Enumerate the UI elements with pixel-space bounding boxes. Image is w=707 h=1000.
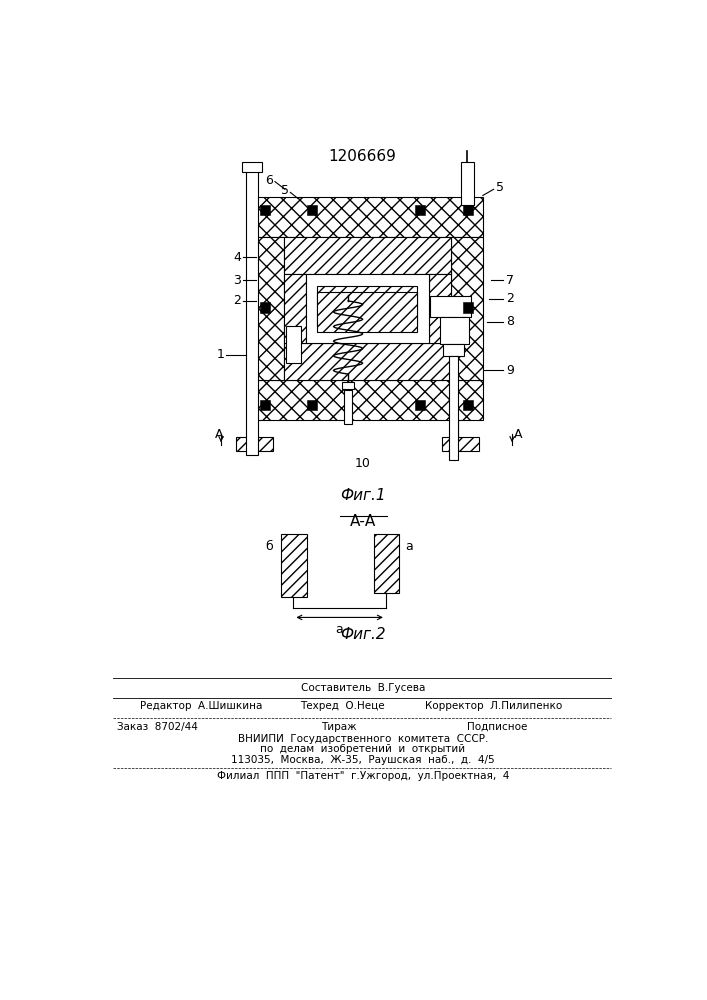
Bar <box>317 286 417 326</box>
Text: ВНИИПИ  Государственного  комитета  СССР.: ВНИИПИ Государственного комитета СССР. <box>238 734 488 744</box>
Text: Заказ  8702/44: Заказ 8702/44 <box>117 722 198 732</box>
Text: Тираж: Тираж <box>321 722 357 732</box>
Text: А: А <box>215 428 223 441</box>
Text: 113035,  Москва,  Ж-35,  Раушская  наб.,  д.  4/5: 113035, Москва, Ж-35, Раушская наб., д. … <box>231 755 494 765</box>
Bar <box>308 400 317 410</box>
Bar <box>342 382 354 389</box>
Text: 2: 2 <box>233 294 241 307</box>
Bar <box>259 302 269 312</box>
Bar <box>284 274 305 343</box>
Text: а: а <box>405 540 413 553</box>
Bar <box>415 205 425 215</box>
Text: Составитель  В.Гусева: Составитель В.Гусева <box>300 683 425 693</box>
Text: а: а <box>336 623 344 636</box>
Bar <box>442 437 479 451</box>
Bar <box>284 343 450 380</box>
Bar <box>246 170 258 455</box>
Text: 1: 1 <box>217 348 225 361</box>
Bar <box>259 400 269 410</box>
Bar <box>252 197 483 237</box>
Text: по  делам  изобретений  и  открытий: по делам изобретений и открытий <box>260 744 465 754</box>
Bar <box>449 356 458 460</box>
Bar <box>281 534 307 597</box>
Text: 1206669: 1206669 <box>329 149 397 164</box>
Text: 5: 5 <box>281 184 289 197</box>
Bar <box>463 205 473 215</box>
Text: Подписное: Подписное <box>467 722 528 732</box>
Bar <box>429 274 450 343</box>
Text: 2: 2 <box>506 292 514 305</box>
Text: 7: 7 <box>506 274 514 287</box>
Text: Филиал  ППП  "Патент"  г.Ужгород,  ул.Проектная,  4: Филиал ППП "Патент" г.Ужгород, ул.Проект… <box>216 771 509 781</box>
Text: 6: 6 <box>266 174 274 187</box>
Bar <box>373 534 399 593</box>
Text: Редактор  А.Шишкина: Редактор А.Шишкина <box>140 701 262 711</box>
Bar <box>305 274 429 343</box>
Bar <box>317 292 417 332</box>
Text: А: А <box>514 428 522 441</box>
Text: 5: 5 <box>496 181 504 194</box>
Text: Фиг.1: Фиг.1 <box>340 488 385 503</box>
Bar <box>242 162 262 172</box>
Text: 8: 8 <box>506 315 514 328</box>
Bar <box>286 326 301 363</box>
Bar <box>440 317 469 344</box>
Text: б: б <box>266 540 274 553</box>
Bar <box>431 296 471 317</box>
Bar <box>252 380 483 420</box>
Bar <box>463 302 473 312</box>
Bar <box>443 344 464 356</box>
Bar <box>259 205 269 215</box>
Text: Техред  О.Неце: Техред О.Неце <box>300 701 384 711</box>
Text: Фиг.2: Фиг.2 <box>340 627 385 642</box>
Bar <box>284 237 450 274</box>
Bar <box>236 437 274 451</box>
Text: 4: 4 <box>233 251 241 264</box>
Bar <box>308 205 317 215</box>
Text: Корректор  Л.Пилипенко: Корректор Л.Пилипенко <box>425 701 562 711</box>
Bar <box>415 400 425 410</box>
Text: 9: 9 <box>506 364 514 377</box>
Bar <box>252 237 284 380</box>
Bar <box>463 400 473 410</box>
Bar <box>344 389 352 424</box>
Text: А-А: А-А <box>349 514 376 529</box>
Text: 3: 3 <box>233 274 241 287</box>
Bar <box>450 237 483 380</box>
Text: 10: 10 <box>355 457 370 470</box>
Bar <box>461 162 474 205</box>
